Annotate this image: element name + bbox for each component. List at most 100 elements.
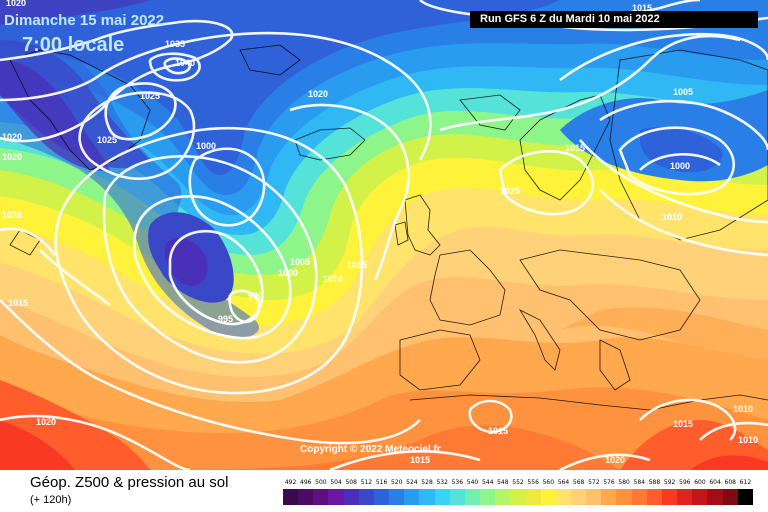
legend-swatch: [449, 489, 465, 505]
pressure-value-label: 1010: [733, 404, 753, 414]
legend-tick: 532: [436, 479, 448, 486]
legend-swatch: [601, 489, 617, 505]
map-title: Géop. Z500 & pression au sol: [30, 474, 229, 491]
legend-swatch: [480, 489, 496, 505]
legend-swatch: [434, 489, 450, 505]
pressure-value-label: 1020: [2, 132, 22, 142]
legend-tick: 580: [618, 479, 630, 486]
legend-swatch: [328, 489, 344, 505]
legend-tick: 516: [375, 479, 388, 486]
pressure-value-label: 1020: [6, 0, 26, 8]
pressure-value-label: 1015: [565, 143, 585, 153]
model-run-banner: Run GFS 6 Z du Mardi 10 mai 2022: [470, 11, 758, 28]
pressure-value-label: 1010: [662, 212, 682, 222]
legend-swatch: [525, 489, 541, 505]
legend-tick: 568: [572, 479, 585, 486]
legend-tick: 524: [406, 479, 418, 486]
legend-swatch: [389, 489, 405, 505]
legend-swatch: [737, 489, 753, 505]
footer-panel: Géop. Z500 & pression au sol (+ 120h): [0, 470, 768, 512]
legend-tick: 556: [527, 479, 539, 486]
legend-tick: 512: [360, 479, 373, 486]
legend-swatch: [373, 489, 390, 505]
legend-tick: 608: [724, 479, 736, 486]
legend-swatch: [283, 489, 299, 505]
pressure-value-label: 1015: [673, 419, 693, 429]
legend-swatch: [722, 489, 738, 505]
pressure-value-label: 1025: [500, 186, 520, 196]
pressure-value-label: 1005: [290, 257, 310, 267]
legend-tick: 604: [709, 479, 721, 486]
pressure-value-label: 1010: [738, 435, 758, 445]
legend-swatch: [404, 489, 420, 505]
pressure-value-label: 1000: [196, 141, 216, 151]
legend-swatch: [631, 489, 647, 505]
copyright-notice: Copyright © 2022 Meteociel.fr: [300, 444, 441, 455]
legend-swatch: [343, 489, 359, 505]
legend-tick: 564: [557, 479, 570, 486]
legend-swatch: [555, 489, 571, 505]
legend-swatch: [495, 489, 511, 505]
legend-tick: 496: [300, 479, 312, 486]
legend-swatch: [464, 489, 481, 505]
legend-tick: 536: [451, 479, 464, 486]
forecast-date: Dimanche 15 mai 2022: [4, 12, 165, 29]
legend-swatch: [677, 489, 693, 505]
legend-tick: 504: [330, 479, 342, 486]
legend-tick: 584: [633, 479, 646, 486]
isobars: [0, 0, 768, 470]
legend-tick: 544: [481, 479, 494, 486]
pressure-value-label: 1005: [673, 87, 693, 97]
coastlines: [9, 44, 768, 411]
legend-swatch: [707, 489, 723, 505]
legend-swatch: [419, 489, 435, 505]
legend-swatch: [298, 489, 314, 505]
legend-tick: 508: [345, 479, 357, 486]
pressure-value-label: 1020: [2, 210, 22, 220]
legend-swatch: [586, 489, 602, 505]
legend-swatch: [616, 489, 632, 505]
legend-color-bar: [283, 489, 753, 505]
legend-tick: 560: [542, 479, 555, 486]
legend-tick-labels: 492 496 500 504 508 512 516 520 524 528 532 536 540 5…: [283, 479, 753, 488]
legend-tick: 540: [466, 479, 479, 486]
pressure-value-label: 1010: [323, 274, 343, 284]
weather-map: 1020 1035 1040 1025 1025 1020 1020 1020 1000 1020…: [0, 0, 768, 470]
pressure-value-label: 1000: [278, 268, 298, 278]
legend-tick: 596: [679, 479, 691, 486]
legend-tick: 552: [512, 479, 524, 486]
geopotential-shading: [0, 0, 768, 470]
pressure-labels: 1020 1035 1040 1025 1025 1020 1020 1020 1000 1020…: [2, 0, 758, 465]
pressure-value-label: 1015: [347, 260, 367, 270]
legend-tick: 592: [663, 479, 676, 486]
legend-tick: 500: [315, 479, 327, 486]
legend-swatch: [358, 489, 374, 505]
pressure-value-label: 1015: [488, 426, 508, 436]
color-scale-legend: 492 496 500 504 508 512 516 520 524 528 532 536 540 5…: [283, 479, 753, 507]
legend-tick: 612: [739, 479, 752, 486]
legend-tick: 528: [421, 479, 433, 486]
pressure-value-label: 990: [248, 291, 263, 301]
pressure-value-label: 1020: [605, 455, 625, 465]
legend-tick: 576: [603, 479, 615, 486]
pressure-value-label: 1000: [670, 161, 690, 171]
pressure-value-label: 1035: [165, 39, 185, 49]
legend-tick: 520: [390, 479, 403, 486]
legend-tick: 548: [497, 479, 509, 486]
legend-swatch: [313, 489, 329, 505]
forecast-horizon: (+ 120h): [30, 494, 72, 506]
pressure-value-label: 1015: [632, 3, 652, 13]
legend-tick: 600: [694, 479, 706, 486]
pressure-value-label: 1015: [410, 455, 430, 465]
pressure-value-label: 1025: [97, 135, 117, 145]
forecast-time: 7:00 locale: [22, 34, 125, 56]
pressure-value-label: 1025: [140, 91, 160, 101]
legend-swatch: [570, 489, 587, 505]
pressure-value-label: 1020: [308, 89, 328, 99]
pressure-value-label: 1020: [36, 417, 56, 427]
legend-swatch: [510, 489, 526, 505]
legend-swatch: [692, 489, 708, 505]
legend-tick: 572: [588, 479, 600, 486]
legend-swatch: [661, 489, 678, 505]
pressure-value-label: 1015: [8, 298, 28, 308]
